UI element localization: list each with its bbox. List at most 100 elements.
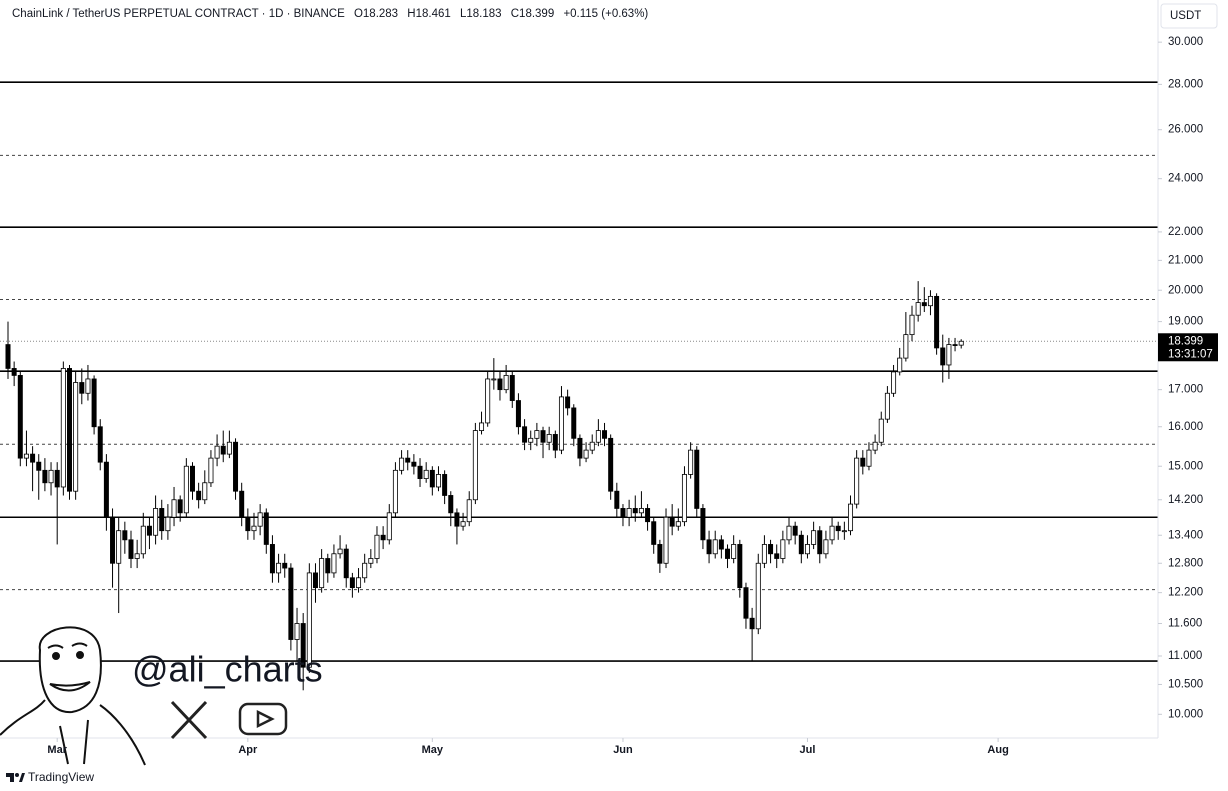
candle-body xyxy=(755,562,761,630)
candle-body xyxy=(768,544,774,555)
candle-body xyxy=(405,457,411,463)
x-tick-label: Jun xyxy=(613,744,633,756)
candle-body xyxy=(546,434,552,443)
candle-body xyxy=(362,562,368,579)
candle-body xyxy=(946,344,952,366)
candle-body xyxy=(620,508,626,518)
candle-body xyxy=(202,482,208,501)
candle-body xyxy=(282,562,288,569)
candle-body xyxy=(891,371,897,394)
candle-body xyxy=(669,516,675,527)
candle-body xyxy=(146,525,152,536)
candle-body xyxy=(792,525,798,536)
candle-body xyxy=(73,382,79,492)
candle-body xyxy=(688,449,694,475)
legend-header: ChainLink / TetherUS PERPETUAL CONTRACT … xyxy=(12,8,654,20)
candle-body xyxy=(392,469,398,514)
x-tick-label: Jul xyxy=(800,744,816,756)
candle-body xyxy=(866,449,872,467)
symbol[interactable]: ChainLink / TetherUS PERPETUAL CONTRACT … xyxy=(12,8,345,20)
candle-body xyxy=(66,368,72,492)
candle-body xyxy=(854,457,860,505)
candle-body xyxy=(872,441,878,451)
candle-body xyxy=(251,525,257,532)
candle-body xyxy=(645,508,651,523)
candle-body xyxy=(312,572,318,589)
candle-body xyxy=(220,445,226,455)
x-tick-label: Apr xyxy=(238,744,258,756)
y-tick-label: 12.800 xyxy=(1168,557,1203,569)
y-tick-label: 16.000 xyxy=(1168,421,1203,433)
candle-body xyxy=(368,558,374,564)
candle-body xyxy=(122,530,128,541)
candle-body xyxy=(159,508,165,532)
candle-body xyxy=(952,344,958,346)
candle-body xyxy=(435,474,441,488)
last-price-label: 18.399 xyxy=(1168,335,1203,347)
y-tick-label: 20.000 xyxy=(1168,284,1203,296)
y-tick-label: 12.200 xyxy=(1168,587,1203,599)
candle-body xyxy=(442,474,448,496)
candle-body xyxy=(884,392,890,420)
brand-logo xyxy=(6,773,25,782)
candle-body xyxy=(614,490,620,509)
candle-body xyxy=(325,558,331,574)
candle-body xyxy=(841,530,847,533)
candle-body xyxy=(897,357,903,373)
y-tick-label: 21.000 xyxy=(1168,254,1203,266)
candle-body xyxy=(417,465,423,479)
candle-body xyxy=(675,521,681,527)
ohlc-close: C18.399 xyxy=(510,8,555,20)
y-tick-label: 19.000 xyxy=(1168,316,1203,328)
candle-body xyxy=(663,516,669,564)
candle-body xyxy=(177,499,183,514)
y-tick-label: 26.000 xyxy=(1168,124,1203,136)
candle-body xyxy=(571,407,577,439)
candle-body xyxy=(909,314,915,336)
y-tick-label: 24.000 xyxy=(1168,173,1203,185)
candle-body xyxy=(306,572,312,668)
brand[interactable]: TradingView xyxy=(28,770,94,784)
youtube-icon[interactable] xyxy=(238,702,288,736)
candle-body xyxy=(331,553,337,574)
candle-body xyxy=(411,461,417,467)
candle-body xyxy=(958,340,964,346)
candle-body xyxy=(196,490,202,501)
candle-body xyxy=(399,457,405,471)
candle-body xyxy=(79,382,85,394)
candle-body xyxy=(798,534,804,555)
candle-body xyxy=(245,516,251,532)
candle-body xyxy=(448,495,454,514)
y-tick-label: 10.000 xyxy=(1168,708,1203,720)
candle-body xyxy=(940,347,946,366)
candle-body xyxy=(737,544,743,589)
candle-body xyxy=(60,368,66,488)
y-tick-label: 11.600 xyxy=(1168,618,1202,630)
candle-body xyxy=(878,418,884,443)
candle-body xyxy=(454,512,460,527)
candle-body xyxy=(472,430,478,501)
candle-body xyxy=(343,548,349,579)
candle-body xyxy=(934,295,940,349)
candle-body xyxy=(153,508,159,536)
candle-body xyxy=(356,577,362,589)
candle-body xyxy=(823,539,829,555)
y-tick-label: 30.000 xyxy=(1168,36,1203,48)
candle-body xyxy=(608,437,614,492)
y-tick-label: 28.000 xyxy=(1168,78,1203,90)
candle-body xyxy=(829,525,835,541)
candle-body xyxy=(577,437,583,459)
candle-body xyxy=(485,378,491,424)
candle-body xyxy=(30,453,36,463)
candle-body xyxy=(626,508,632,518)
candle-body xyxy=(811,530,817,545)
candle-body xyxy=(337,548,343,555)
last-price-box xyxy=(1158,333,1218,362)
x-icon[interactable] xyxy=(170,700,208,740)
currency[interactable]: USDT xyxy=(1170,10,1201,22)
candle-body xyxy=(638,508,644,514)
currency-box[interactable] xyxy=(1160,3,1218,29)
candle-body xyxy=(718,539,724,550)
candle-body xyxy=(921,302,927,307)
